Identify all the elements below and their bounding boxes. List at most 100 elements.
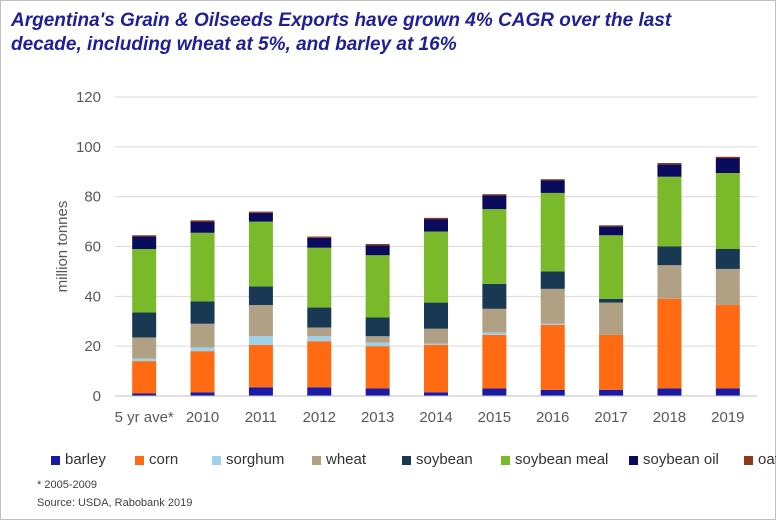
bar-segment-soybean-oil	[657, 164, 682, 177]
legend-label: soybean meal	[515, 451, 609, 468]
legend-swatch	[212, 456, 221, 465]
bar-segment-sorghum	[190, 347, 215, 352]
legend-label: barley	[65, 451, 106, 468]
bar-segment-soybean	[132, 312, 157, 338]
bar-segment-oats	[365, 244, 390, 246]
x-tick-label: 2011	[245, 409, 277, 426]
x-tick-label: 5 yr ave*	[115, 409, 174, 426]
bar-segment-oats	[307, 236, 332, 238]
bar-segment-oats	[424, 217, 448, 220]
bar-segment-soybean	[657, 246, 682, 266]
y-tick-label: 120	[76, 89, 101, 106]
x-tick-label: 2016	[536, 409, 569, 426]
bar-segment-barley	[365, 388, 390, 396]
bar-segment-wheat	[599, 302, 624, 335]
legend-swatch	[402, 456, 411, 465]
bar-segment-soybean-meal	[482, 209, 507, 284]
bar-segment-soybean-oil	[307, 237, 332, 248]
bar-segment-corn	[657, 298, 682, 389]
legend-swatch	[744, 456, 753, 465]
bar-segment-soybean-oil	[365, 245, 390, 256]
x-tick-label: 2010	[186, 409, 219, 426]
x-tick-label: 2019	[711, 409, 744, 426]
bar-segment-soybean-meal	[715, 172, 740, 249]
bar-segment-oats	[248, 211, 273, 213]
bar-segment-soybean-meal	[365, 255, 390, 318]
bar-segment-soybean-meal	[657, 176, 682, 247]
bar-segment-soybean-meal	[132, 248, 157, 313]
chart-title: Argentina's Grain & Oilseeds Exports hav…	[11, 10, 672, 55]
bar-segment-barley	[657, 388, 682, 396]
bar-segment-barley	[424, 392, 448, 396]
bar-segment-sorghum	[540, 323, 565, 325]
y-tick-label: 20	[84, 338, 101, 355]
bar-segment-barley	[715, 388, 740, 396]
bar-segment-sorghum	[482, 332, 507, 335]
bar-segment-corn	[132, 361, 157, 394]
bar-segment-oats	[540, 179, 565, 181]
bar-segment-soybean	[248, 286, 273, 306]
bar-segment-barley	[482, 388, 507, 396]
bar-segment-corn	[190, 351, 215, 393]
bar-segment-soybean-meal	[599, 235, 624, 299]
legend-label: wheat	[326, 451, 367, 468]
bar-segment-barley	[248, 387, 273, 396]
bar-segment-soybean	[365, 317, 390, 337]
bar-segment-corn	[424, 344, 448, 393]
y-tick-label: 0	[93, 388, 101, 405]
bar-segment-barley	[540, 389, 565, 396]
legend-swatch	[312, 456, 321, 465]
bar-segment-sorghum	[424, 343, 448, 345]
bar-segment-soybean-meal	[307, 247, 332, 308]
bar-segment-sorghum	[365, 342, 390, 347]
bar-segment-oats	[190, 220, 215, 222]
bar-segment-wheat	[248, 305, 273, 337]
bar-segment-barley	[599, 389, 624, 396]
bar-segment-wheat	[365, 336, 390, 343]
legend-label: corn	[149, 451, 179, 468]
y-tick-label: 40	[84, 288, 101, 305]
x-tick-label: 2012	[303, 409, 336, 426]
source-note: Source: USDA, Rabobank 2019	[37, 497, 193, 509]
bar-segment-oats	[132, 235, 157, 237]
legend-label: sorghum	[226, 451, 285, 468]
bar-segment-wheat	[540, 288, 565, 324]
bar-segment-soybean-oil	[599, 226, 624, 236]
bar-segment-soybean	[190, 301, 215, 324]
bar-segment-wheat	[424, 328, 448, 344]
bar-segment-wheat	[657, 265, 682, 299]
bar-segment-wheat	[132, 337, 157, 359]
y-axis-label: million tonnes	[54, 201, 71, 293]
bar-segment-corn	[365, 346, 390, 389]
bar-segment-corn	[715, 305, 740, 389]
bar-segment-soybean	[599, 298, 624, 303]
bar-segment-soybean-oil	[424, 219, 448, 232]
x-tick-label: 2015	[478, 409, 511, 426]
bar-segment-sorghum	[307, 336, 332, 342]
bar-segment-corn	[307, 341, 332, 388]
legend-swatch	[629, 456, 638, 465]
bar-segment-oats	[482, 194, 507, 196]
bar-segment-wheat	[715, 268, 740, 306]
bar-segment-barley	[190, 392, 215, 396]
bar-segment-soybean-oil	[248, 212, 273, 222]
legend-swatch	[51, 456, 60, 465]
bar-segment-soybean-oil	[132, 236, 157, 249]
bar-segment-corn	[540, 324, 565, 390]
bar-segment-corn	[248, 344, 273, 388]
bar-segment-wheat	[482, 308, 507, 333]
bar-segment-soybean-oil	[715, 158, 740, 173]
x-tick-label: 2017	[594, 409, 627, 426]
x-tick-label: 2018	[653, 409, 686, 426]
bar-segment-soybean-oil	[482, 195, 507, 210]
y-tick-label: 80	[84, 189, 101, 206]
bar-segment-soybean	[307, 307, 332, 328]
y-tick-label: 100	[76, 139, 101, 156]
legend-label: soybean oil	[643, 451, 719, 468]
bar-segment-oats	[715, 156, 740, 159]
bar-segment-wheat	[190, 323, 215, 348]
y-tick-label: 60	[84, 239, 101, 256]
legend-label: soybean	[416, 451, 473, 468]
